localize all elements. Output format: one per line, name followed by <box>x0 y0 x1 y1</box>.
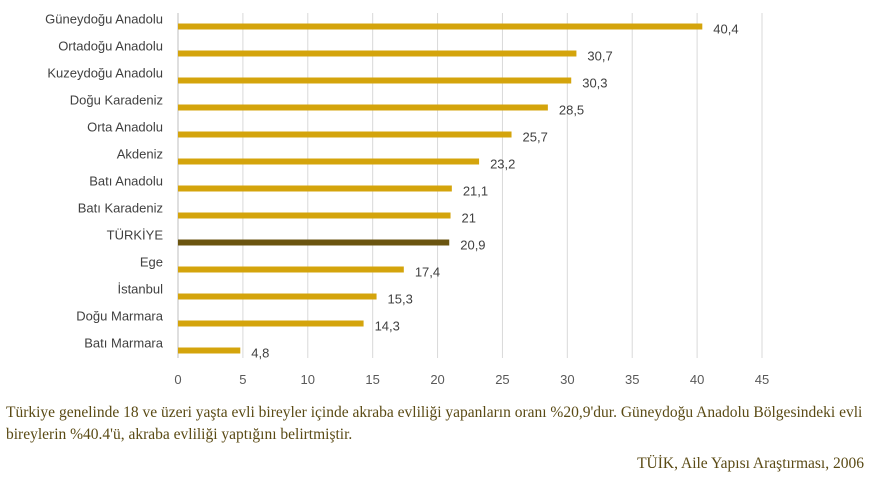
bars <box>178 23 703 354</box>
value-label: 15,3 <box>388 292 413 307</box>
category-label: İstanbul <box>117 282 163 297</box>
value-label: 40,4 <box>713 22 738 37</box>
bar <box>178 320 364 327</box>
category-label: Orta Anadolu <box>87 120 163 135</box>
x-tick-label: 15 <box>365 372 379 387</box>
category-label: Ege <box>140 255 163 270</box>
value-label: 17,4 <box>415 265 440 280</box>
x-tick-label: 35 <box>625 372 639 387</box>
value-label: 30,7 <box>587 49 612 64</box>
caption-text: Türkiye genelinde 18 ve üzeri yaşta evli… <box>6 404 863 443</box>
category-label: Akdeniz <box>117 147 163 162</box>
category-label: Batı Marmara <box>84 336 164 351</box>
value-label: 21,1 <box>463 184 488 199</box>
bar <box>178 104 548 111</box>
bar <box>178 347 241 354</box>
value-label: 14,3 <box>375 319 400 334</box>
source-text: TÜİK, Aile Yapısı Araştırması, 2006 <box>637 455 864 472</box>
bar <box>178 77 572 84</box>
x-tick-labels: 0 5 10 15 20 25 30 35 40 45 <box>174 372 769 387</box>
value-label: 28,5 <box>559 103 584 118</box>
category-label: Batı Karadeniz <box>78 201 163 216</box>
bar-chart: Güneydoğu Anadolu Ortadoğu Anadolu Kuzeydo… <box>45 12 769 388</box>
category-label: Doğu Karadeniz <box>70 93 163 108</box>
x-tick-label: 5 <box>239 372 246 387</box>
category-label: Batı Anadolu <box>89 174 163 189</box>
x-tick-label: 30 <box>560 372 574 387</box>
bar-highlight <box>178 239 450 246</box>
bar <box>178 131 512 138</box>
bar <box>178 50 577 57</box>
bar <box>178 293 377 300</box>
category-label: Doğu Marmara <box>76 309 163 324</box>
x-tick-label: 0 <box>174 372 181 387</box>
value-label: 4,8 <box>251 346 269 361</box>
value-label: 20,9 <box>460 238 485 253</box>
x-tick-label: 40 <box>690 372 704 387</box>
bar <box>178 185 452 192</box>
value-label: 25,7 <box>523 130 548 145</box>
category-label: Kuzeydoğu Anadolu <box>47 66 163 81</box>
value-labels: 40,4 30,7 30,3 28,5 25,7 23,221,1 21 20,9 17,415… <box>251 22 738 361</box>
category-label: Ortadoğu Anadolu <box>58 39 163 54</box>
grid-lines <box>242 13 763 358</box>
category-label: TÜRKİYE <box>107 228 164 243</box>
value-label: 21 <box>462 211 476 226</box>
x-tick-label: 20 <box>430 372 444 387</box>
category-label: Güneydoğu Anadolu <box>45 12 163 27</box>
value-label: 23,2 <box>490 157 515 172</box>
bar <box>178 212 451 219</box>
bar <box>178 266 404 273</box>
x-tick-label: 10 <box>301 372 315 387</box>
category-labels: Güneydoğu Anadolu Ortadoğu Anadolu Kuzeydo… <box>45 12 164 351</box>
x-tick-label: 45 <box>755 372 769 387</box>
bar <box>178 23 703 30</box>
value-label: 30,3 <box>582 76 607 91</box>
x-tick-label: 25 <box>495 372 509 387</box>
bar <box>178 158 480 165</box>
